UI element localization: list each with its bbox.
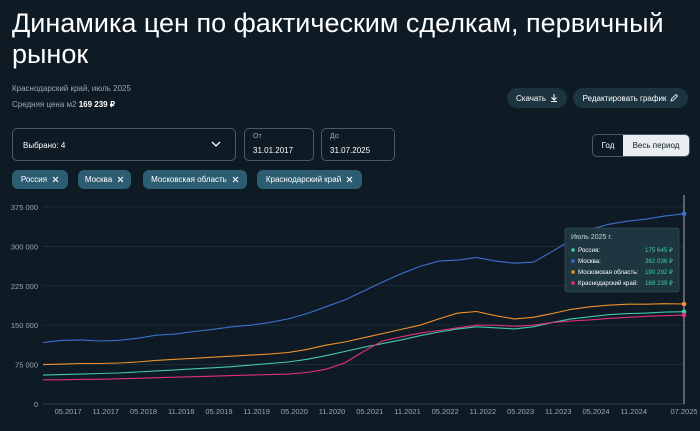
x-tick-label: 05.2023 bbox=[507, 407, 534, 416]
avg-label: Средняя цена м2 bbox=[12, 100, 77, 109]
y-tick-label: 225 000 bbox=[11, 282, 38, 291]
chip-text: Москва bbox=[84, 175, 113, 184]
x-tick-label: 11.2023 bbox=[545, 407, 572, 416]
chip[interactable]: Москва bbox=[78, 170, 131, 189]
date-from[interactable]: От 31.01.2017 bbox=[244, 128, 314, 161]
tooltip-name: Россия: bbox=[578, 247, 600, 254]
y-tick-label: 150 000 bbox=[11, 321, 38, 330]
tooltip-swatch bbox=[571, 259, 575, 263]
edit-icon bbox=[670, 94, 679, 102]
x-tick-label: 05.2020 bbox=[281, 407, 308, 416]
x-tick-label: 11.2022 bbox=[470, 407, 497, 416]
end-point bbox=[681, 211, 687, 217]
download-text: Скачать bbox=[516, 93, 546, 103]
chart: 0 75 000 150 000 225 000 300 000 375 000 05.20… bbox=[11, 195, 698, 416]
tooltip-box bbox=[564, 227, 680, 293]
tooltip-title: Июль 2025 г. bbox=[571, 234, 612, 241]
x-tick-label: 05.2024 bbox=[582, 407, 609, 416]
tooltip-swatch bbox=[571, 281, 575, 285]
y-tick-label: 75 000 bbox=[15, 361, 38, 370]
x-tick-label: 11.2020 bbox=[319, 407, 346, 416]
tooltip-swatch bbox=[571, 248, 575, 252]
x-tick-label: 05.2022 bbox=[432, 407, 459, 416]
avg-price: Средняя цена м2 169 239 ₽ bbox=[12, 100, 115, 109]
y-tick-label: 375 000 bbox=[11, 203, 38, 212]
edit-button[interactable]: Редактировать график bbox=[573, 88, 688, 108]
chip-text: Московская область bbox=[151, 175, 227, 184]
to-label: До bbox=[330, 133, 339, 140]
to-value: 31.07.2025 bbox=[330, 146, 371, 155]
download-button[interactable]: Скачать bbox=[507, 88, 567, 108]
end-point bbox=[681, 312, 687, 318]
chip-text: Краснодарский край bbox=[265, 175, 342, 184]
tooltip-swatch bbox=[571, 270, 575, 274]
x-tick-label: 11.2019 bbox=[243, 407, 270, 416]
end-point bbox=[681, 309, 687, 315]
from-label: От bbox=[253, 133, 262, 140]
x-tick-label: 05.2017 bbox=[55, 407, 82, 416]
toggle-all[interactable]: Весь период bbox=[623, 135, 689, 156]
series-line bbox=[42, 303, 685, 366]
page-title: Динамика цен по фактическим сделкам, пер… bbox=[12, 8, 664, 69]
chip-close bbox=[232, 176, 239, 183]
region-caption: Краснодарский край, июль 2025 bbox=[12, 84, 131, 93]
chevron bbox=[211, 141, 221, 147]
series-line bbox=[42, 311, 685, 376]
from-value: 31.01.2017 bbox=[253, 146, 294, 155]
x-tick-label: 11.2018 bbox=[168, 407, 195, 416]
chip-text: Россия bbox=[20, 175, 48, 184]
series-select[interactable]: Выбрано: 4 bbox=[12, 128, 236, 161]
x-tick-label: 07.2025 bbox=[670, 407, 697, 416]
tooltip-value: 190 292 ₽ bbox=[645, 269, 673, 276]
chip[interactable]: Краснодарский край bbox=[257, 170, 362, 189]
chip-close bbox=[52, 176, 59, 183]
y-tick-label: 0 bbox=[34, 400, 38, 409]
x-tick-label: 11.2024 bbox=[620, 407, 647, 416]
tooltip-value: 175 645 ₽ bbox=[645, 247, 673, 254]
avg-value: 169 239 ₽ bbox=[78, 100, 115, 109]
download-icon bbox=[551, 94, 557, 102]
end-point bbox=[681, 301, 687, 307]
tooltip-name: Московская область: bbox=[578, 269, 639, 276]
chip-close bbox=[117, 176, 124, 183]
tooltip-value: 169 239 ₽ bbox=[645, 280, 673, 287]
select-text: Выбрано: 4 bbox=[23, 141, 66, 150]
x-tick-label: 05.2019 bbox=[205, 407, 232, 416]
tooltip-name: Москва: bbox=[578, 258, 601, 265]
date-to[interactable]: До 31.07.2025 bbox=[321, 128, 395, 161]
period-toggle: Год Весь период bbox=[592, 134, 690, 157]
chip-close bbox=[346, 176, 353, 183]
chip[interactable]: Россия bbox=[12, 170, 68, 189]
x-tick-label: 05.2018 bbox=[130, 407, 157, 416]
edit-text: Редактировать график bbox=[582, 93, 667, 103]
tooltip-name: Краснодарский край: bbox=[578, 280, 638, 287]
x-tick-label: 11.2021 bbox=[394, 407, 421, 416]
y-tick-label: 300 000 bbox=[11, 242, 38, 251]
toggle-year[interactable]: Год bbox=[601, 141, 615, 150]
x-tick-label: 11.2017 bbox=[93, 407, 120, 416]
chip[interactable]: Московская область bbox=[143, 170, 247, 189]
series-line bbox=[43, 314, 685, 381]
tooltip: Июль 2025 г. Россия: 175 645 ₽ Москва: 362 0… bbox=[564, 227, 680, 293]
tooltip-value: 362 036 ₽ bbox=[645, 258, 673, 265]
x-tick-label: 05.2021 bbox=[356, 407, 383, 416]
